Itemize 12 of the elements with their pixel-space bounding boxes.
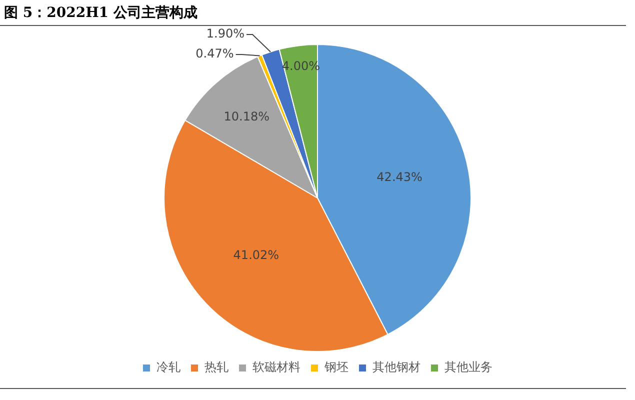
legend-label: 其他业务 <box>444 360 492 374</box>
data-label: 41.02% <box>233 248 280 262</box>
data-label: 0.47% <box>196 46 234 61</box>
legend-label: 冷轧 <box>156 360 180 374</box>
data-label: 10.18% <box>224 109 270 124</box>
data-label: 42.43% <box>376 170 422 184</box>
legend-label: 热轧 <box>204 360 228 374</box>
chart-title: 图 5：2022H1 公司主营构成 <box>0 0 626 26</box>
legend-label: 软磁材料 <box>252 360 300 374</box>
legend-label: 钢坯 <box>324 360 348 374</box>
legend-label: 其他钢材 <box>372 360 420 374</box>
data-label: 1.90% <box>206 26 245 41</box>
